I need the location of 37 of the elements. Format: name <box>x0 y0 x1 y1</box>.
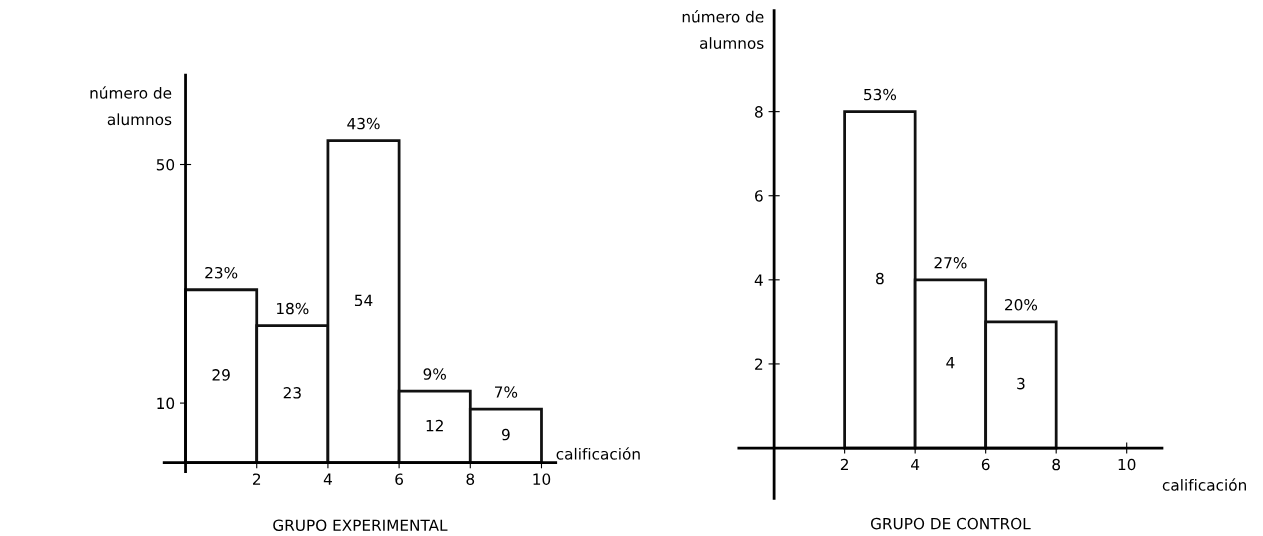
y-tick-label: 50 <box>156 158 175 171</box>
text: GRUPO EXPERIMENTAL <box>273 519 448 531</box>
x-axis-title: calificación <box>1162 478 1246 491</box>
annotation: 27% <box>934 256 967 269</box>
y-axis-title: número de alumnos <box>682 10 764 49</box>
x-tick-label: 4 <box>911 458 920 471</box>
annotation: 18% <box>277 302 309 315</box>
x-tick-label: 4 <box>323 473 332 485</box>
y-tick-label: 4 <box>754 274 763 286</box>
x-tick-label: 10 <box>533 473 551 485</box>
x-tick-label: 2 <box>840 458 848 471</box>
annotation: 7% <box>495 386 518 398</box>
x-axis-title: calificación <box>556 447 640 460</box>
data-label: 3 <box>1017 377 1025 390</box>
data-label: 4 <box>946 357 955 369</box>
x-tick-label: 10 <box>1118 458 1136 471</box>
x-tick-label: 8 <box>1052 458 1060 471</box>
y-axis-title: número de alumnos <box>90 86 172 126</box>
data-label: 29 <box>212 369 230 381</box>
data-label: 12 <box>426 419 443 432</box>
annotation: 43% <box>347 117 380 130</box>
annotation: 23% <box>205 266 238 279</box>
text: GRUPO DE CONTROL <box>870 517 1031 530</box>
x-tick-label: 8 <box>466 473 475 485</box>
x-tick-label: 2 <box>252 473 261 485</box>
annotation: 9% <box>423 368 446 380</box>
data-label: 54 <box>354 294 373 307</box>
y-tick-label: 8 <box>755 106 763 118</box>
data-label: 9 <box>501 428 510 441</box>
annotation: 53% <box>864 88 897 101</box>
x-tick-label: 6 <box>395 473 404 485</box>
data-label: 8 <box>876 272 884 285</box>
data-label: 23 <box>283 387 301 399</box>
annotation: 20% <box>1005 299 1038 311</box>
x-tick-label: 6 <box>981 458 990 471</box>
y-tick-label: 6 <box>755 190 763 202</box>
y-tick-label: 2 <box>755 358 763 370</box>
